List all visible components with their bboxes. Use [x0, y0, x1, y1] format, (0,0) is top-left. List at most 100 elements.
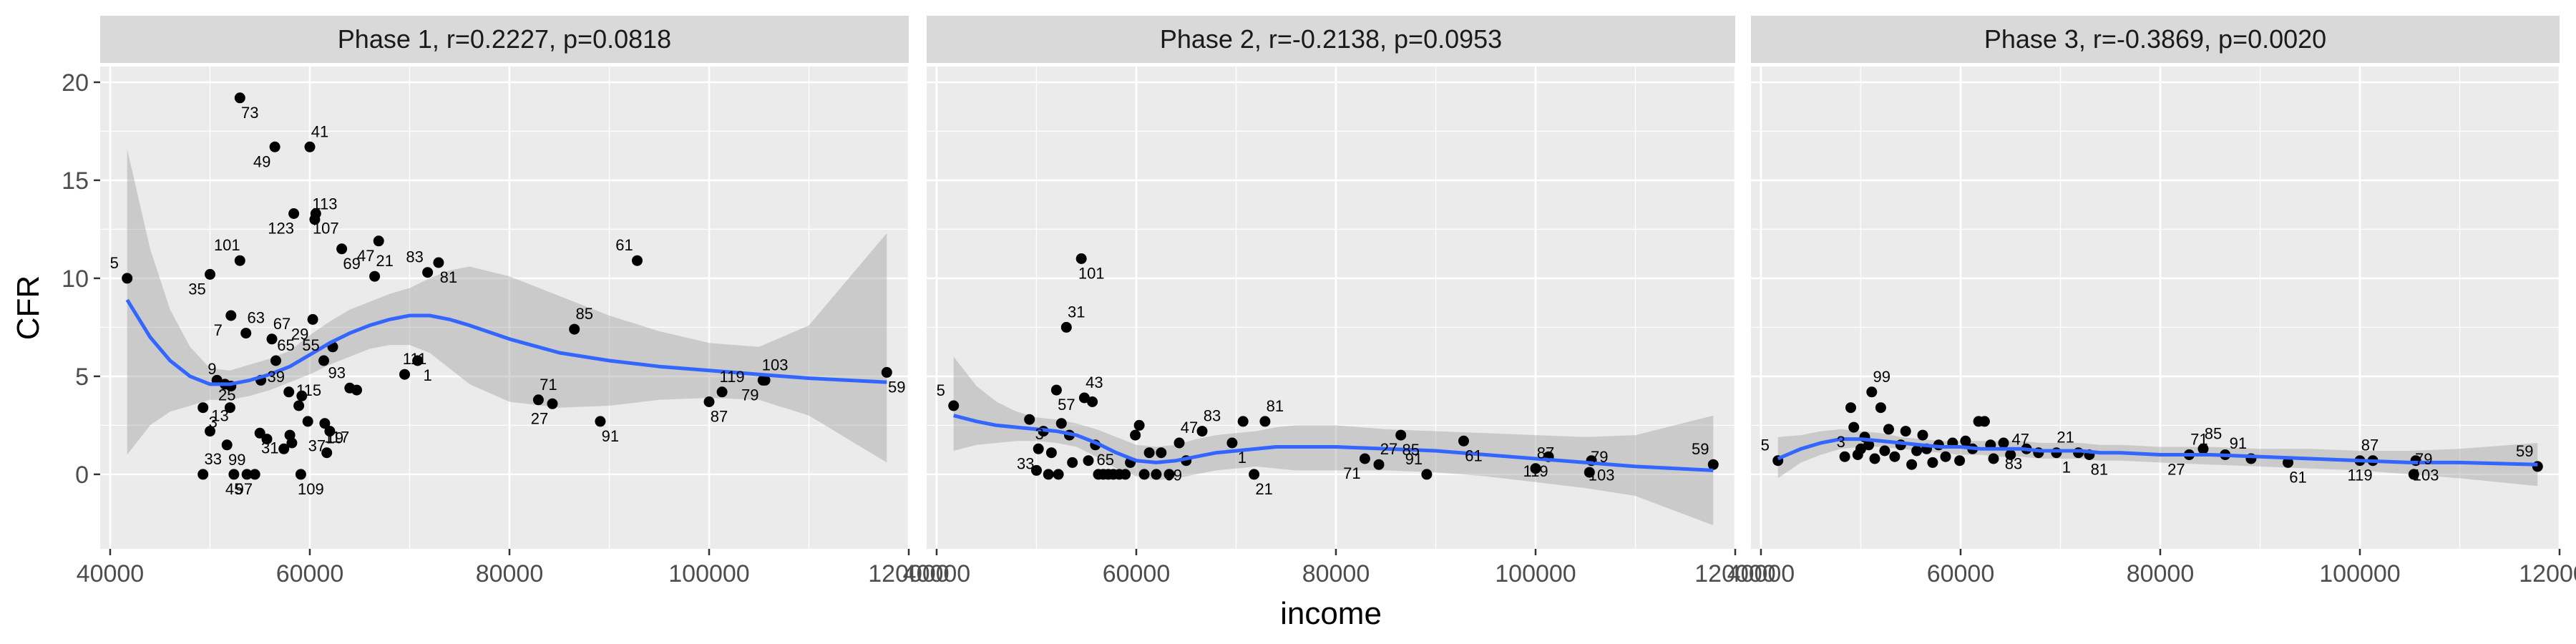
data-point [307, 313, 318, 325]
data-point [1911, 445, 1923, 457]
x-axis-title: income [1280, 596, 1382, 631]
smooth-line-phase-1 [125, 298, 887, 386]
data-point [1584, 467, 1595, 478]
point-label-79: 79 [1591, 448, 1608, 466]
point-label-7: 7 [214, 321, 223, 339]
x-axis-ticks-phase-3: 40000 60000 80000 100000 120000 [1727, 549, 2576, 587]
facet-strip-phase-1 [100, 16, 909, 63]
data-point [1869, 453, 1880, 464]
data-point [270, 355, 281, 366]
data-point [1249, 469, 1260, 480]
x-tick-label-60000: 60000 [276, 560, 344, 587]
point-label-101: 101 [1078, 265, 1105, 283]
data-point [422, 267, 434, 278]
point-label-87: 87 [2361, 436, 2379, 454]
point-label-79: 79 [741, 386, 758, 404]
y-tick-label-5: 5 [75, 364, 89, 391]
point-label-61: 61 [1465, 447, 1482, 464]
data-point [1530, 463, 1541, 474]
confidence-band-phase-2 [953, 356, 1714, 526]
data-point [1163, 469, 1175, 480]
data-point [569, 323, 580, 335]
data-point [2283, 457, 2293, 468]
data-point [266, 333, 278, 345]
data-point [205, 268, 215, 280]
data-point [412, 355, 424, 366]
point-label-5: 5 [937, 381, 945, 399]
data-point [1395, 429, 1407, 441]
data-point [122, 273, 133, 284]
data-point [286, 437, 298, 449]
smooth-line-phase-3 [1777, 437, 2538, 467]
data-point [1024, 414, 1035, 425]
facet-panel-phase-1: Phase 1, r=0.2227, p=0.0818 533335132599… [77, 16, 950, 587]
point-label-39: 39 [267, 368, 284, 386]
data-point [269, 141, 280, 152]
point-label-117: 117 [324, 429, 349, 447]
smooth-curve-phase-3 [1777, 437, 2538, 467]
data-point [1940, 451, 1951, 462]
point-label-69: 69 [1164, 467, 1181, 484]
point-label-47: 47 [2011, 431, 2029, 449]
point-label-21: 21 [2057, 429, 2074, 447]
data-point [1060, 321, 1072, 333]
data-point [2408, 469, 2419, 480]
point-label-1: 1 [1238, 449, 1246, 467]
grid-lines-phase-3 [1751, 67, 2561, 549]
point-label-113: 113 [312, 195, 337, 213]
x-tick-label-100000: 100000 [668, 560, 749, 587]
point-label-83: 83 [406, 248, 423, 266]
facet-strip-phase-2 [927, 16, 1735, 63]
grid-lines-phase-1 [100, 67, 910, 549]
point-label-31: 31 [261, 439, 278, 457]
data-point [1889, 451, 1901, 462]
facet-title-phase-3: Phase 3, r=-0.3869, p=0.0020 [1984, 24, 2326, 54]
point-label-103: 103 [2413, 467, 2439, 484]
data-point [2051, 447, 2062, 459]
point-label-5: 5 [1761, 436, 1770, 454]
point-label-79: 79 [2415, 450, 2432, 468]
point-label-43: 43 [1085, 374, 1103, 391]
data-point [249, 469, 260, 480]
data-point [2005, 449, 2016, 460]
facet-title-phase-2: Phase 2, r=-0.2138, p=0.0953 [1160, 24, 1502, 54]
point-label-111: 111 [403, 350, 426, 368]
y-tick-label-10: 10 [62, 265, 89, 293]
point-label-99: 99 [1873, 368, 1890, 386]
x-tick-label-80000: 80000 [476, 560, 544, 587]
point-label-107: 107 [313, 220, 339, 238]
point-label-3: 3 [1837, 433, 1845, 451]
data-point [304, 141, 316, 152]
data-point [225, 310, 237, 321]
point-label-37: 37 [308, 437, 326, 455]
data-point [1226, 437, 1238, 449]
data-point [1359, 453, 1370, 464]
data-point [1259, 416, 1271, 427]
point-label-101: 101 [214, 236, 240, 254]
data-point [399, 369, 410, 380]
point-label-59: 59 [1692, 440, 1709, 458]
x-tick-label-100000: 100000 [2319, 560, 2400, 587]
point-label-31: 31 [1068, 303, 1085, 321]
data-point [1906, 459, 1918, 470]
point-label-69: 69 [343, 255, 360, 273]
data-point [1900, 426, 1911, 437]
point-label-3: 3 [1035, 425, 1044, 443]
point-label-91: 91 [1405, 450, 1423, 468]
confidence-band-phase-1 [127, 149, 887, 463]
data-point [373, 235, 384, 247]
point-label-3: 3 [209, 414, 218, 431]
point-label-85: 85 [575, 305, 592, 323]
point-label-97: 97 [235, 480, 253, 498]
facet-strip-phase-3 [1751, 16, 2560, 63]
data-point [288, 208, 300, 219]
data-point [1045, 447, 1057, 459]
data-point [228, 469, 240, 480]
data-point [1883, 424, 1894, 435]
point-label-99: 99 [228, 451, 245, 469]
data-point [205, 426, 215, 437]
x-axis-ticks-phase-1: 40000 60000 80000 100000 120000 [77, 549, 950, 587]
x-tick-label-60000: 60000 [1103, 560, 1171, 587]
point-label-103: 103 [1589, 467, 1615, 484]
data-point [595, 416, 606, 427]
